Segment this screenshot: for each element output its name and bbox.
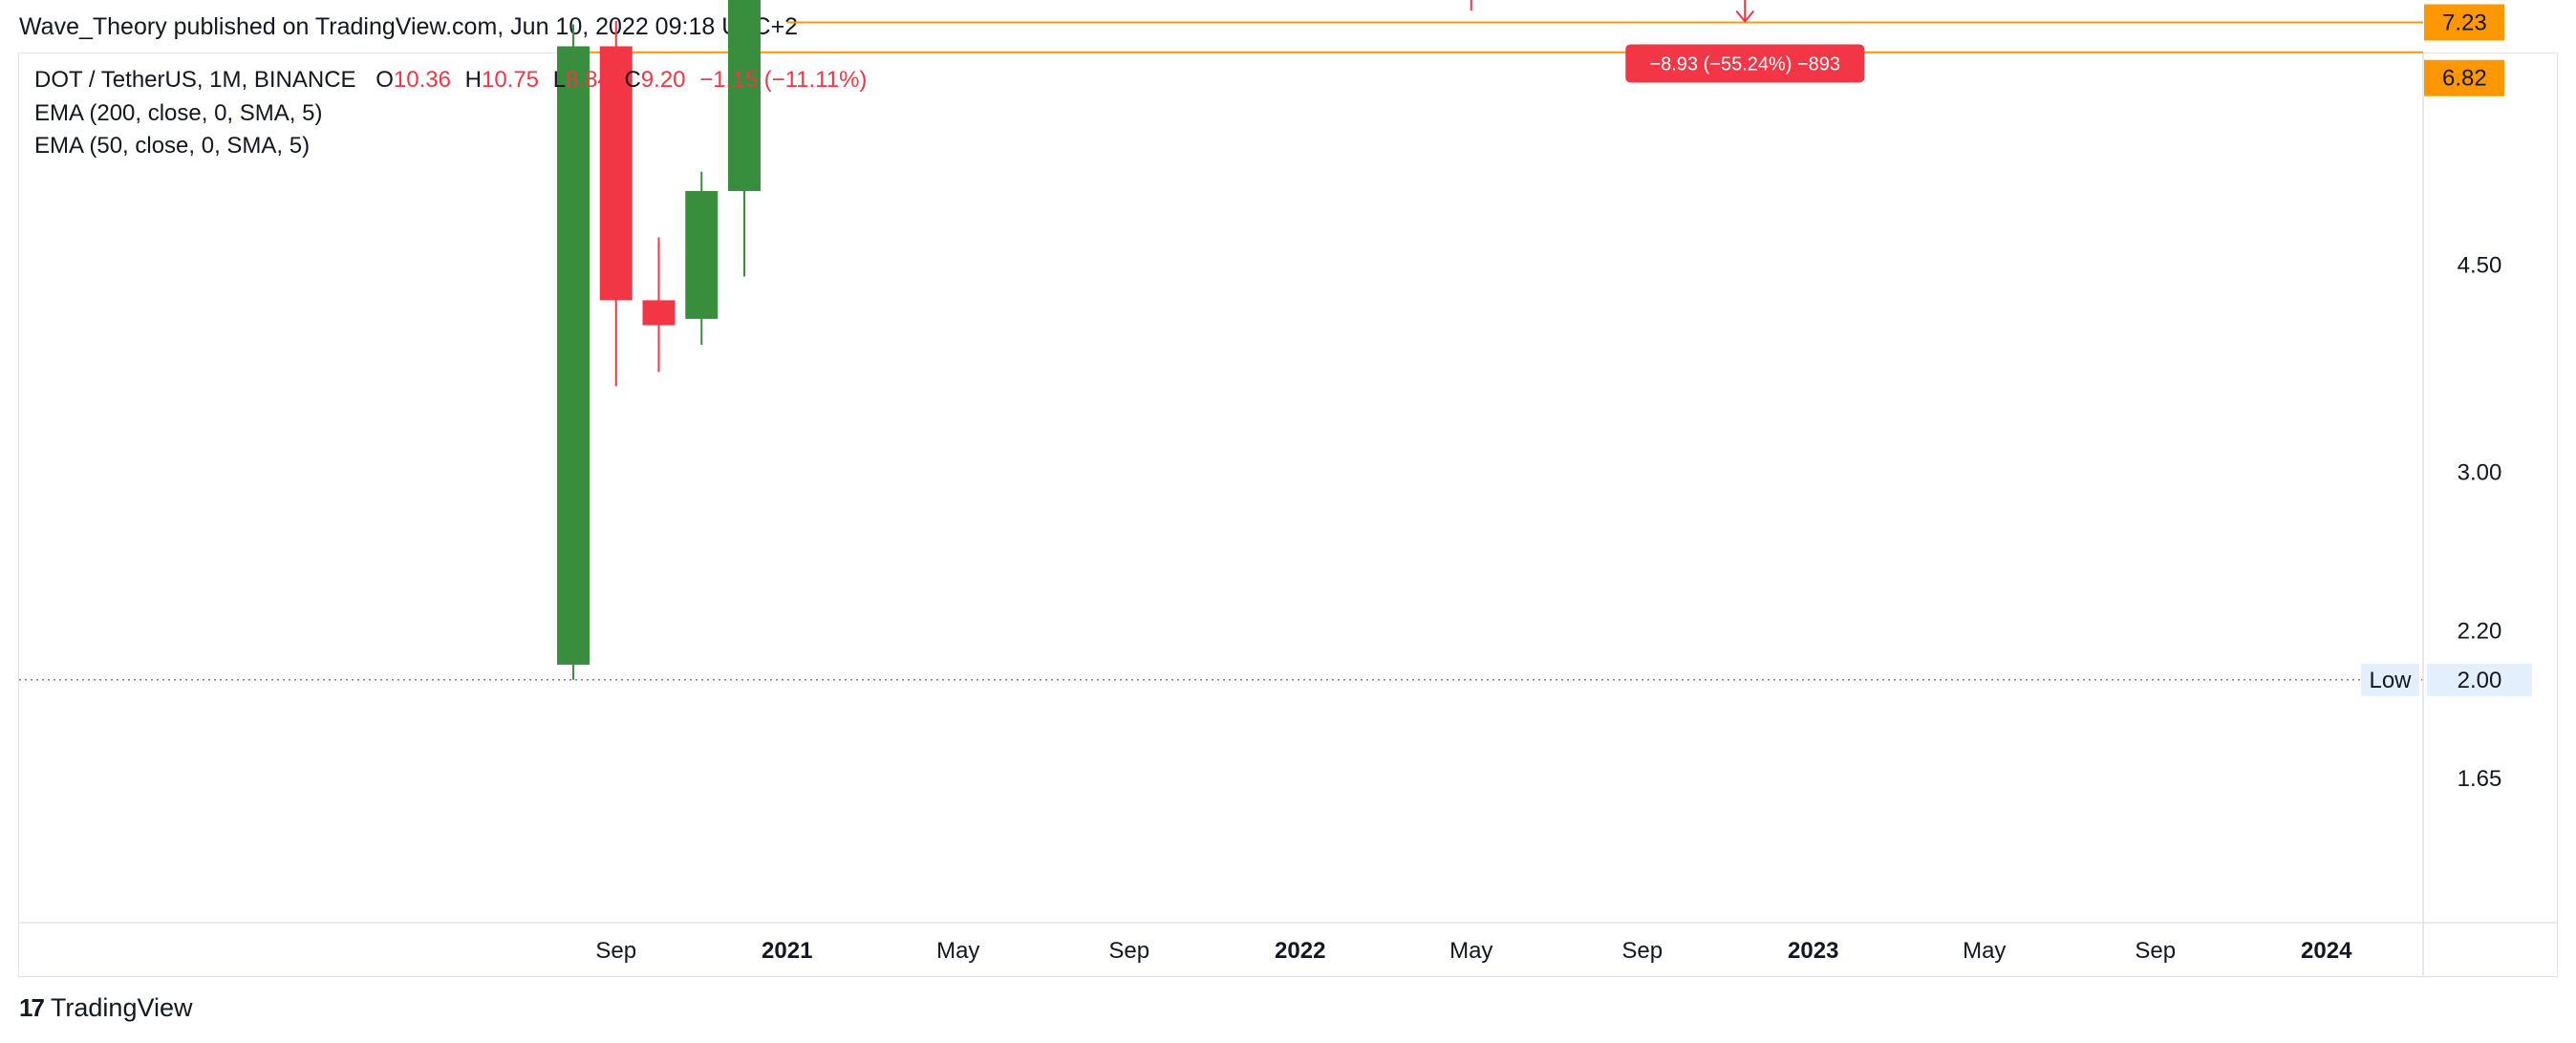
x-tick-label: 2022 xyxy=(1275,938,1325,964)
y-tick-label: 1.65 xyxy=(2458,766,2502,792)
y-tick-label: 4.50 xyxy=(2458,252,2502,278)
measure-arrow-head-icon xyxy=(1735,10,1755,24)
close-label: C xyxy=(624,67,641,93)
x-tick-label: Sep xyxy=(1621,938,1663,964)
symbol-legend: DOT / TetherUS, 1M, BINANCE O10.36 H10.7… xyxy=(34,67,867,94)
open-label: O xyxy=(376,67,394,93)
price-line-badge-low: Low 2.00 xyxy=(2361,663,2532,696)
candle-2020-09[interactable] xyxy=(599,20,633,387)
support-value: 6.82 xyxy=(2442,66,2487,92)
x-tick-label: 2023 xyxy=(1788,938,1838,964)
tradingview-logo-icon: 17 xyxy=(19,993,45,1022)
candle-2020-10[interactable] xyxy=(642,237,676,372)
x-tick-label: May xyxy=(1963,938,2006,964)
high-label: H xyxy=(464,67,482,93)
candle-body xyxy=(685,190,719,319)
support-value: 7.23 xyxy=(2442,10,2487,35)
ema50-legend[interactable]: EMA (50, close, 0, SMA, 5) xyxy=(34,133,311,159)
price-line-value: 2.00 xyxy=(2458,668,2502,693)
brand-name: TradingView xyxy=(50,993,193,1022)
badge-bg xyxy=(2361,663,2419,696)
low-value: 8.84 xyxy=(566,67,611,93)
publisher-line: Wave_Theory published on TradingView.com… xyxy=(19,13,799,40)
measure-label-bg xyxy=(1625,44,1865,83)
x-tick-label: Sep xyxy=(595,938,636,964)
candle-2020-12[interactable] xyxy=(728,0,761,277)
open-value: 10.36 xyxy=(393,67,451,93)
high-value: 10.75 xyxy=(481,67,540,93)
close-value: 9.20 xyxy=(640,67,686,93)
candle-body xyxy=(557,46,590,665)
candles xyxy=(557,0,1488,680)
candle-body xyxy=(728,0,761,191)
axes: USDT60.0044.0032.0024.5018.5012.504.503.… xyxy=(19,4,2557,976)
x-tick-label: May xyxy=(1449,938,1492,964)
support-badge-bg xyxy=(2424,59,2504,96)
y-tick-label: 2.20 xyxy=(2458,619,2502,645)
candle-2020-08[interactable] xyxy=(557,24,590,680)
low-label: L xyxy=(552,67,567,93)
support-badge-bg xyxy=(2424,4,2504,41)
x-tick-label: 2024 xyxy=(2301,938,2352,964)
x-tick-label: May xyxy=(936,938,979,964)
badge-value-bg xyxy=(2427,663,2532,696)
support-badges: 7.23 6.82 xyxy=(2424,4,2504,96)
candle-2020-11[interactable] xyxy=(685,171,719,345)
change-value: −1.15 (−11.11%) xyxy=(699,67,868,93)
x-tick-label: Sep xyxy=(1108,938,1149,964)
x-tick-label: Sep xyxy=(2135,938,2176,964)
y-tick-label: 3.00 xyxy=(2458,460,2502,486)
candle-body xyxy=(642,300,676,326)
annotations: 0.65(38.46)0.618(36.92)0.382(25.58)−8.93… xyxy=(1625,0,1865,83)
ema200-legend[interactable]: EMA (200, close, 0, SMA, 5) xyxy=(34,100,323,126)
measure-label[interactable]: −8.93 (−55.24%) −893 xyxy=(1625,44,1865,83)
candle-body xyxy=(599,46,633,301)
x-tick-label: 2021 xyxy=(762,938,812,964)
candle-2022-05[interactable] xyxy=(1455,0,1488,11)
footer-brand[interactable]: 17 TradingView xyxy=(19,993,193,1023)
measure-label-text: −8.93 (−55.24%) −893 xyxy=(1649,53,1840,74)
reference-lines xyxy=(19,21,2423,681)
symbol-name: DOT / TetherUS, 1M, BINANCE xyxy=(34,67,356,93)
price-line-label: Low xyxy=(2369,668,2412,693)
